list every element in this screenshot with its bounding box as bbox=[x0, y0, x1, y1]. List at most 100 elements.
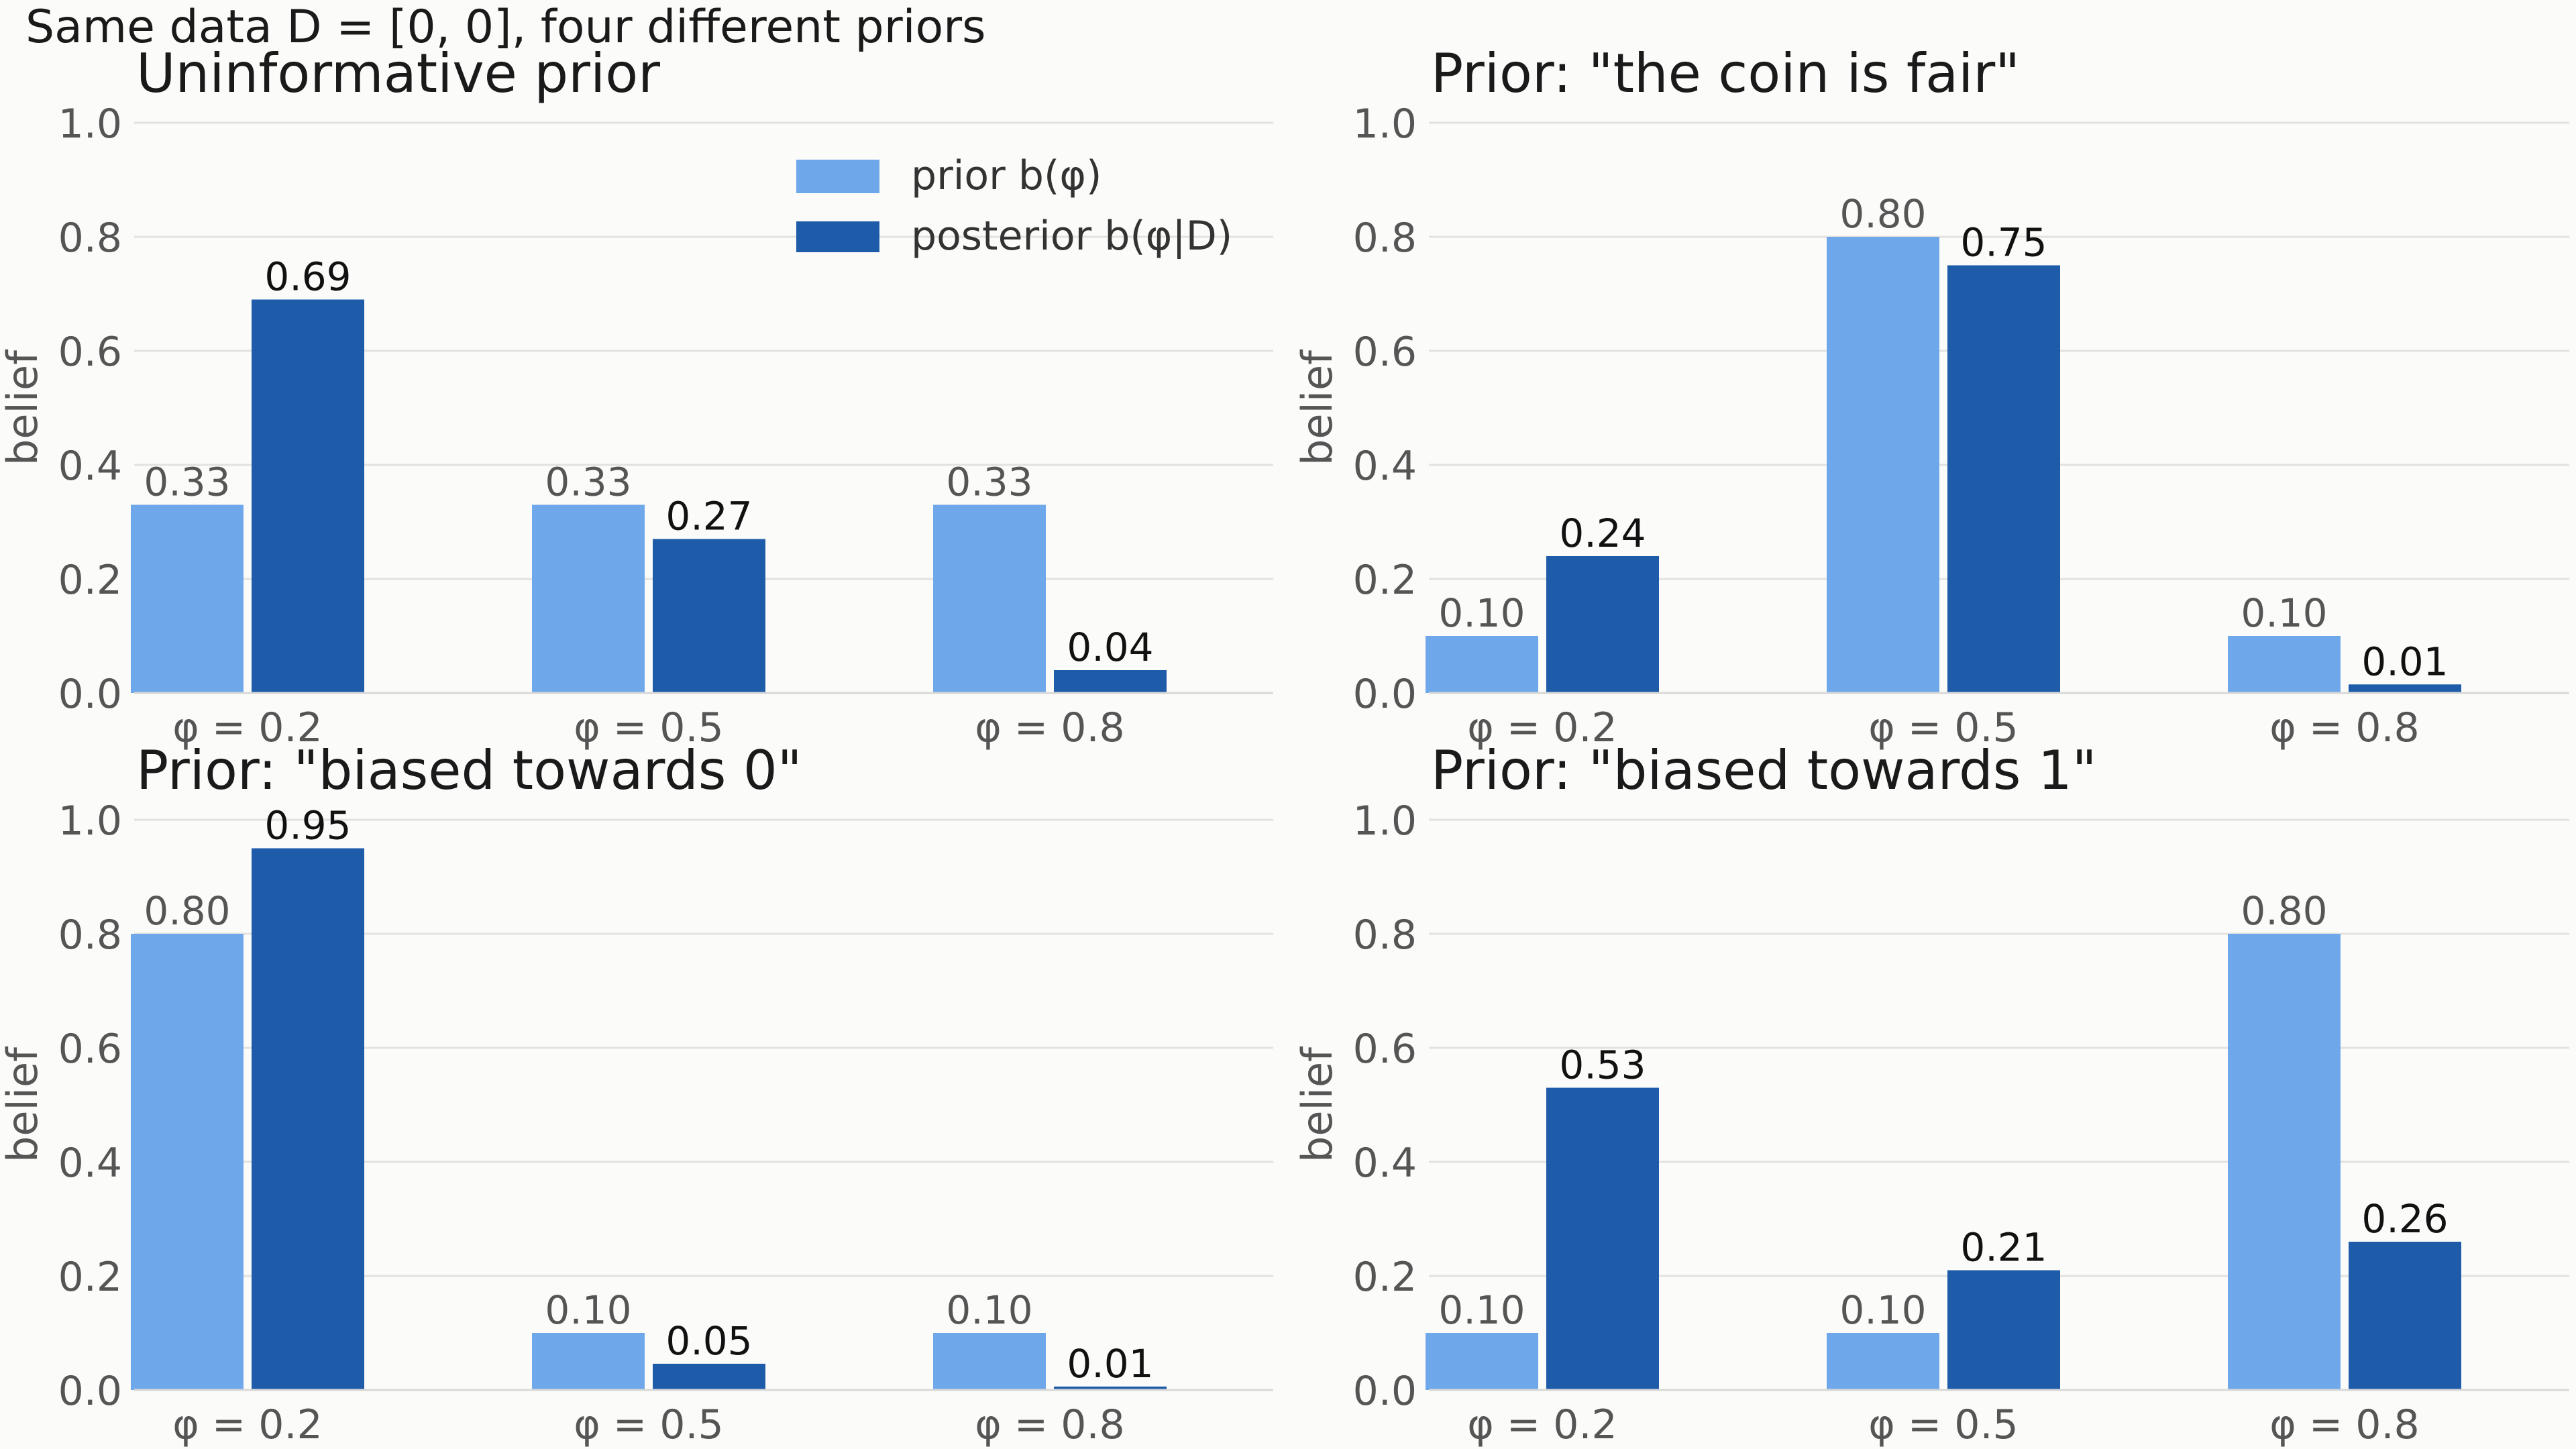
y-tick-label: 0.0 bbox=[1353, 1368, 1417, 1415]
prior-bar bbox=[1426, 636, 1538, 693]
y-tick-label: 0.2 bbox=[1353, 1254, 1417, 1301]
prior-bar bbox=[131, 504, 244, 693]
chart-panel-3: 0.0 0.2 0.4 0.6 0.8 1.0 belief Prior: "biased t… bbox=[0, 739, 1273, 1448]
posterior-bar bbox=[2349, 1242, 2461, 1390]
posterior-bar bbox=[1054, 670, 1167, 693]
x-tick-label: φ = 0.8 bbox=[2269, 704, 2419, 751]
x-tick-label: φ = 0.2 bbox=[172, 1401, 322, 1448]
x-tick-label: φ = 0.5 bbox=[574, 1401, 723, 1448]
panel-title: Prior: "the coin is fair" bbox=[1431, 42, 2020, 105]
prior-value-label: 0.80 bbox=[144, 888, 230, 934]
y-tick-label: 0.6 bbox=[58, 1026, 122, 1073]
prior-bar bbox=[2228, 934, 2341, 1390]
posterior-value-label: 0.75 bbox=[1960, 220, 2047, 266]
x-tick-label: φ = 0.5 bbox=[1868, 704, 2018, 751]
posterior-value-label: 0.04 bbox=[1067, 625, 1153, 670]
posterior-value-label: 0.01 bbox=[2361, 639, 2448, 684]
prior-bar bbox=[131, 934, 244, 1390]
y-axis-label: belief bbox=[1293, 349, 1342, 466]
legend-prior-swatch bbox=[796, 160, 879, 193]
posterior-value-label: 0.69 bbox=[264, 254, 351, 300]
figure-suptitle: Same data D = [0, 0], four different pri… bbox=[25, 1, 986, 54]
chart-panel-4: 0.0 0.2 0.4 0.6 0.8 1.0 belief Prior: "biased t… bbox=[1293, 739, 2569, 1448]
chart-panel-2: 0.0 0.2 0.4 0.6 0.8 1.0 belief Prior: "the coin… bbox=[1293, 42, 2569, 751]
posterior-bar bbox=[2349, 684, 2461, 693]
prior-value-label: 0.10 bbox=[2241, 590, 2327, 636]
posterior-value-label: 0.24 bbox=[1559, 511, 1646, 556]
y-tick-label: 0.6 bbox=[1353, 329, 1417, 376]
posterior-value-label: 0.26 bbox=[2361, 1196, 2448, 1242]
y-tick-label: 0.4 bbox=[58, 1140, 122, 1187]
x-tick-label: φ = 0.8 bbox=[975, 704, 1124, 751]
prior-value-label: 0.10 bbox=[1839, 1287, 1926, 1333]
posterior-value-label: 0.21 bbox=[1960, 1225, 2047, 1271]
posterior-bar bbox=[653, 539, 765, 693]
y-tick-label: 0.8 bbox=[1353, 215, 1417, 262]
x-tick-label: φ = 0.2 bbox=[172, 704, 322, 751]
posterior-value-label: 0.05 bbox=[665, 1318, 752, 1364]
legend-prior-label: prior b(φ) bbox=[911, 152, 1102, 199]
prior-value-label: 0.10 bbox=[1438, 590, 1525, 636]
prior-bar bbox=[933, 504, 1046, 693]
y-tick-label: 0.0 bbox=[58, 1368, 122, 1415]
panel-title: Uninformative prior bbox=[136, 42, 660, 105]
prior-value-label: 0.33 bbox=[545, 460, 631, 505]
prior-value-label: 0.10 bbox=[1438, 1287, 1525, 1333]
prior-bar bbox=[1827, 1333, 1939, 1390]
posterior-value-label: 0.95 bbox=[264, 803, 351, 849]
y-tick-label: 1.0 bbox=[58, 101, 122, 148]
y-tick-label: 0.2 bbox=[58, 1254, 122, 1301]
x-tick-label: φ = 0.2 bbox=[1467, 1401, 1617, 1448]
legend: prior b(φ) posterior b(φ|D) bbox=[796, 152, 1232, 260]
x-tick-label: φ = 0.8 bbox=[2269, 1401, 2419, 1448]
posterior-bar bbox=[1947, 265, 2060, 693]
x-tick-label: φ = 0.5 bbox=[1868, 1401, 2018, 1448]
y-tick-label: 0.8 bbox=[1353, 912, 1417, 959]
y-tick-label: 0.0 bbox=[1353, 671, 1417, 718]
prior-bar bbox=[1827, 237, 1939, 693]
prior-bar bbox=[532, 504, 645, 693]
y-tick-label: 0.2 bbox=[1353, 557, 1417, 604]
posterior-bar bbox=[1947, 1270, 2060, 1390]
posterior-bar bbox=[252, 299, 364, 693]
posterior-value-label: 0.53 bbox=[1559, 1042, 1646, 1088]
y-axis-label: belief bbox=[0, 349, 47, 466]
x-tick-label: φ = 0.8 bbox=[975, 1401, 1124, 1448]
prior-value-label: 0.10 bbox=[946, 1287, 1032, 1333]
y-tick-label: 1.0 bbox=[1353, 798, 1417, 845]
y-axis-label: belief bbox=[1293, 1046, 1342, 1163]
prior-bar bbox=[2228, 636, 2341, 693]
posterior-value-label: 0.01 bbox=[1067, 1341, 1153, 1387]
prior-value-label: 0.80 bbox=[2241, 888, 2327, 934]
y-tick-label: 0.0 bbox=[58, 671, 122, 718]
x-tick-label: φ = 0.5 bbox=[574, 704, 723, 751]
prior-bar bbox=[1426, 1333, 1538, 1390]
prior-bar bbox=[532, 1333, 645, 1390]
y-tick-label: 1.0 bbox=[1353, 101, 1417, 148]
prior-value-label: 0.33 bbox=[144, 460, 230, 505]
posterior-bar bbox=[1546, 556, 1659, 693]
y-tick-label: 0.2 bbox=[58, 557, 122, 604]
posterior-bar bbox=[1054, 1386, 1167, 1390]
prior-bar bbox=[933, 1333, 1046, 1390]
posterior-bar bbox=[653, 1363, 765, 1390]
posterior-bar bbox=[1546, 1087, 1659, 1390]
panel-title: Prior: "biased towards 1" bbox=[1431, 739, 2097, 802]
posterior-bar bbox=[252, 848, 364, 1390]
prior-value-label: 0.33 bbox=[946, 460, 1032, 505]
legend-posterior-label: posterior b(φ|D) bbox=[911, 213, 1232, 260]
y-tick-label: 0.4 bbox=[1353, 443, 1417, 490]
y-tick-label: 0.4 bbox=[1353, 1140, 1417, 1187]
legend-posterior-swatch bbox=[796, 221, 879, 252]
y-tick-label: 1.0 bbox=[58, 798, 122, 845]
panel-title: Prior: "biased towards 0" bbox=[136, 739, 802, 802]
y-tick-label: 0.8 bbox=[58, 912, 122, 959]
y-axis-label: belief bbox=[0, 1046, 47, 1163]
prior-value-label: 0.10 bbox=[545, 1287, 631, 1333]
y-tick-label: 0.8 bbox=[58, 215, 122, 262]
prior-value-label: 0.80 bbox=[1839, 191, 1926, 237]
chart-panel-1: 0.0 0.2 0.4 0.6 0.8 1.0 belief Uninformative pr… bbox=[0, 42, 1273, 751]
y-tick-label: 0.4 bbox=[58, 443, 122, 490]
